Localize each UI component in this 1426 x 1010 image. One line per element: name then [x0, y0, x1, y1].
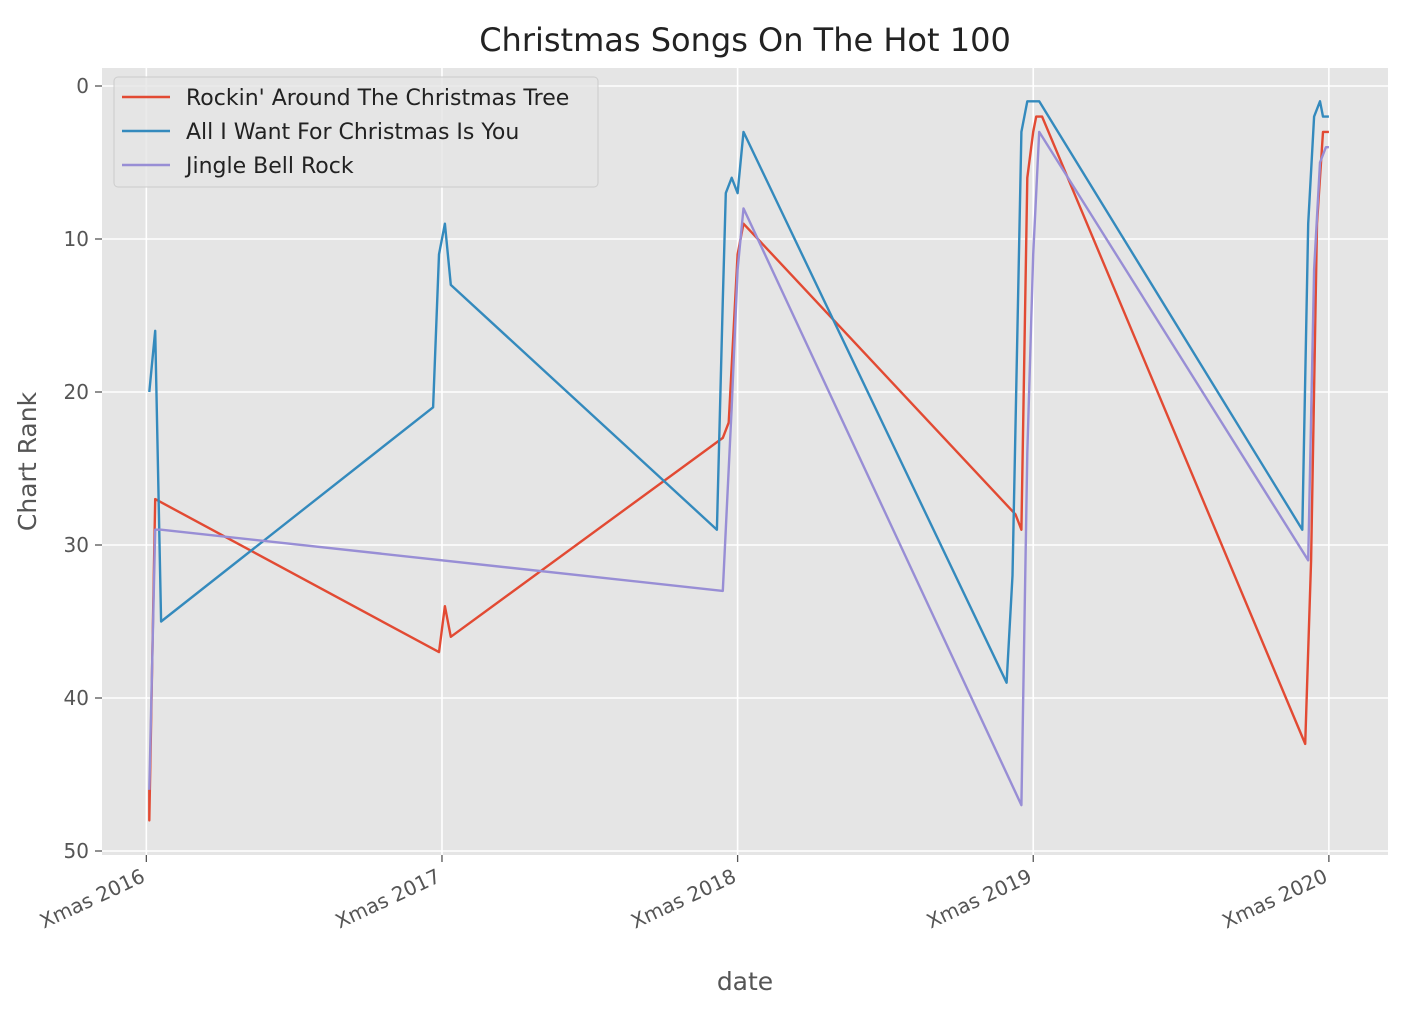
- legend-label-1: Rockin' Around The Christmas Tree: [186, 86, 569, 111]
- series-line-3: [148, 130, 1329, 807]
- legend-box: [113, 76, 599, 188]
- series-line-1: [148, 115, 1329, 822]
- y-tick-label: 10: [64, 227, 89, 251]
- grid: [102, 68, 1388, 855]
- plot-area: [102, 68, 1388, 855]
- series-layer: [148, 100, 1329, 822]
- legend: Rockin' Around The Christmas Tree All I W…: [113, 76, 599, 188]
- y-tick-label: 50: [64, 839, 89, 863]
- legend-label-2: All I Want For Christmas Is You: [186, 120, 519, 145]
- y-tick-label: 20: [64, 380, 89, 404]
- series-line-2: [148, 100, 1329, 684]
- legend-label-3: Jingle Bell Rock: [184, 154, 354, 179]
- y-tick-label: 0: [76, 74, 89, 98]
- y-tick-label: 40: [64, 686, 89, 710]
- y-tick-label: 30: [64, 533, 89, 557]
- chart-title: Christmas Songs On The Hot 100: [479, 21, 1011, 59]
- y-axis-label: Chart Rank: [13, 391, 42, 531]
- x-axis-label: date: [717, 967, 773, 996]
- y-axis: 0 10 20 30 40 50: [64, 74, 102, 863]
